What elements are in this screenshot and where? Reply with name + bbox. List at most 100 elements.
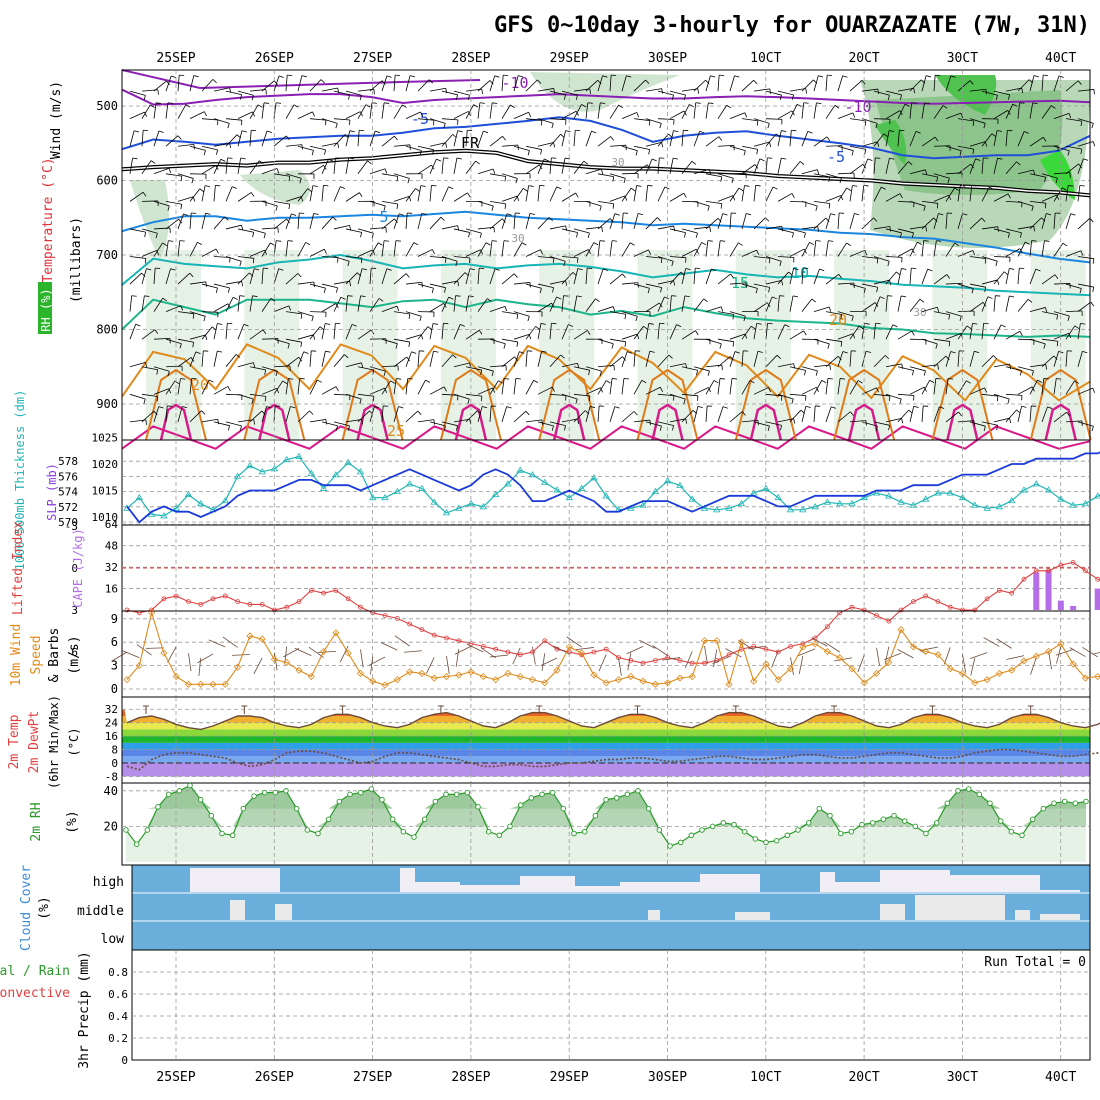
wind-barb xyxy=(201,145,218,151)
wind-barb xyxy=(801,242,810,257)
wind-barb xyxy=(729,378,733,395)
wind-barb-flag xyxy=(1033,75,1039,78)
wind-barb-flag xyxy=(671,94,674,100)
lifted-index-point xyxy=(493,646,499,652)
wind-barb-flag xyxy=(623,378,629,380)
wind-barb xyxy=(561,228,578,233)
rh2m-point xyxy=(325,816,332,823)
ylabel-temperature: Temperature (°C) xyxy=(41,157,56,282)
wind-barb xyxy=(873,226,890,230)
wind-barb xyxy=(897,409,910,423)
wind-barb-flag xyxy=(636,112,640,118)
cape-bar xyxy=(1070,605,1077,610)
wind-barb xyxy=(525,164,540,175)
wind-barb xyxy=(189,75,195,92)
wind-barb xyxy=(945,242,956,257)
wind-barb xyxy=(645,185,648,202)
thickness-point xyxy=(332,471,340,478)
wind-barb-flag xyxy=(396,203,399,209)
wind-barb-flag xyxy=(996,396,999,402)
wind10m-barb xyxy=(454,645,472,655)
lifted-index-point xyxy=(591,649,597,655)
wind-barb-flag xyxy=(722,213,728,216)
wind-barb xyxy=(885,393,902,400)
wind10m-barb xyxy=(943,647,951,665)
wind-barb-flag xyxy=(252,111,255,117)
wind-barb xyxy=(549,421,566,426)
wind-barb xyxy=(129,157,133,174)
rh2m-point xyxy=(688,832,695,839)
rh2m-point xyxy=(635,788,641,794)
wind10m-series xyxy=(126,610,1100,687)
wind-barb xyxy=(273,75,280,92)
wind-barb xyxy=(273,218,287,230)
wind-barb xyxy=(537,118,554,124)
wind10m-point xyxy=(885,658,893,667)
wind-barb xyxy=(285,173,302,179)
wind-barb xyxy=(429,185,432,202)
wind-barb-flag xyxy=(419,150,422,156)
wind-barb-flag xyxy=(535,326,540,330)
wind-barb-flag xyxy=(445,142,448,148)
wind10m-point xyxy=(369,677,377,685)
wind-barb-flag xyxy=(1021,88,1024,94)
wind-barb xyxy=(813,75,819,92)
wind10m-barb xyxy=(652,645,668,656)
wind-barb-flag xyxy=(995,261,998,267)
wind-barb-flag xyxy=(757,350,763,353)
wind-barb-flag xyxy=(720,240,726,242)
wind-barb xyxy=(321,87,338,92)
wind-barb xyxy=(321,185,324,202)
wind-barb xyxy=(285,144,302,147)
wind-barb-flag xyxy=(912,370,914,376)
wind-barb-flag xyxy=(709,226,711,232)
wind-barb xyxy=(321,351,326,367)
wind-barb xyxy=(705,405,708,422)
wind-barb xyxy=(669,130,674,147)
rh-shade-column xyxy=(440,250,496,440)
wind-barb-flag xyxy=(156,102,162,104)
wind-barb-flag xyxy=(278,268,284,271)
temp-tick-label: 32 xyxy=(105,703,118,716)
lifted-index-point xyxy=(997,588,1002,593)
wind-barb-flag xyxy=(718,136,723,141)
wind-barb-flag xyxy=(405,273,410,278)
wind-barb-flag xyxy=(252,295,258,297)
thickness-point xyxy=(676,481,684,488)
wind10m-barb xyxy=(876,647,880,666)
wind-barb xyxy=(153,268,156,285)
wind-barb xyxy=(789,409,802,423)
wind-barb xyxy=(1065,325,1076,340)
wind-barb-flag xyxy=(216,149,218,155)
wind-barb-flag xyxy=(1031,240,1037,242)
date-label-bottom: 30SEP xyxy=(648,1070,687,1085)
wind-barb-flag xyxy=(480,249,483,255)
wind-barb xyxy=(681,104,690,119)
wind-barb xyxy=(1005,268,1010,285)
wind-barb-flag xyxy=(1091,123,1094,129)
wind-barb xyxy=(741,419,758,423)
wind-barb xyxy=(753,88,770,92)
wind-barb-flag xyxy=(673,280,676,286)
wind10m-point xyxy=(934,651,942,659)
wind-barb-flag xyxy=(707,370,710,376)
wind-barb xyxy=(525,145,542,150)
wind-barb-flag xyxy=(926,75,932,78)
wind-barb xyxy=(1041,194,1057,202)
wind-barb xyxy=(501,406,508,422)
wind-barb-flag xyxy=(421,212,427,215)
wind-barb xyxy=(429,256,446,259)
wind-barb xyxy=(957,213,963,230)
wind-barb-flag xyxy=(744,185,750,187)
wind-barb xyxy=(357,295,361,312)
wind-barb xyxy=(945,351,952,367)
wind-barb-flag xyxy=(417,410,422,415)
wind-barb xyxy=(189,311,206,317)
wind-barb xyxy=(969,217,983,230)
wind-barb-flag xyxy=(641,379,647,384)
thickness-point xyxy=(516,466,524,473)
wind-barb-flag xyxy=(819,268,825,272)
wind-barb-flag xyxy=(768,258,771,264)
wind-barb xyxy=(897,87,914,92)
wind-barb-flag xyxy=(142,191,147,197)
